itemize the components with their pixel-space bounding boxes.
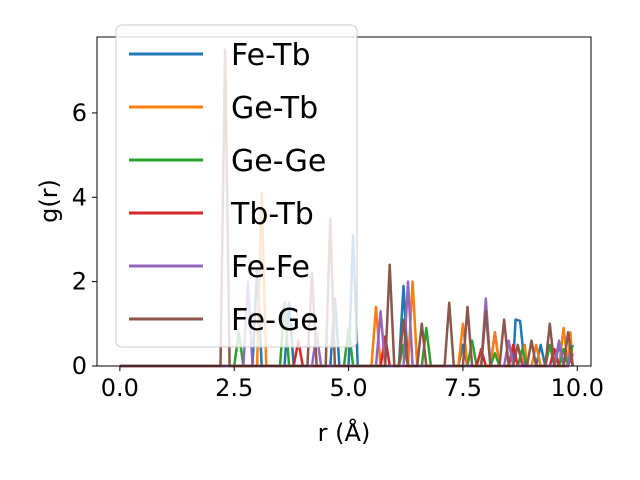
x-tick-label: 2.5 — [215, 374, 253, 402]
legend-label-fe-tb: Fe-Tb — [231, 38, 311, 73]
y-axis: 0 2 4 6 — [72, 99, 97, 380]
legend-label-fe-fe: Fe-Fe — [231, 250, 310, 285]
legend-label-fe-ge: Fe-Ge — [231, 303, 319, 338]
y-tick-label: 0 — [72, 352, 87, 380]
y-tick-label: 2 — [72, 268, 87, 296]
x-tick-label: 7.5 — [444, 374, 482, 402]
legend-label-tb-tb: Tb-Tb — [230, 197, 314, 232]
legend-label-ge-tb: Ge-Tb — [231, 91, 318, 126]
y-axis-label: g(r) — [35, 179, 63, 223]
legend: Fe-Tb Ge-Tb Ge-Ge Tb-Tb Fe-Fe Fe-Ge — [115, 24, 358, 348]
x-axis-label: r (Å) — [318, 418, 371, 447]
x-tick-label: 5.0 — [329, 374, 367, 402]
legend-box — [115, 24, 358, 348]
x-tick-label: 10.0 — [551, 374, 604, 402]
series-line-tb-tb — [119, 335, 574, 368]
x-axis: 0.0 2.5 5.0 7.5 10.0 — [101, 366, 604, 402]
y-tick-label: 4 — [72, 183, 87, 211]
x-tick-label: 0.0 — [101, 374, 139, 402]
y-tick-label: 6 — [72, 99, 87, 127]
legend-label-ge-ge: Ge-Ge — [231, 144, 326, 179]
